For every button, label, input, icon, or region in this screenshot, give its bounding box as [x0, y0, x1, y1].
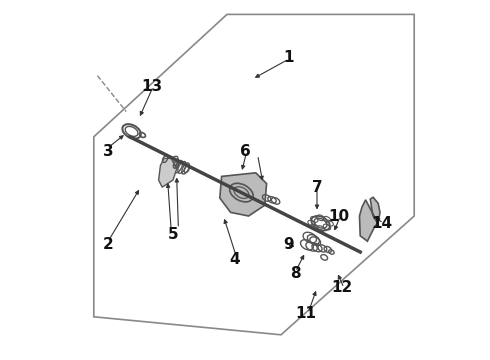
Text: 13: 13 [141, 79, 162, 94]
Text: 4: 4 [229, 252, 240, 267]
Text: 7: 7 [312, 180, 322, 195]
Text: 8: 8 [290, 266, 301, 281]
Text: 6: 6 [240, 144, 250, 159]
Polygon shape [360, 197, 380, 241]
Polygon shape [220, 173, 267, 216]
Text: 3: 3 [103, 144, 114, 159]
Text: 14: 14 [371, 216, 392, 231]
Text: 5: 5 [168, 226, 178, 242]
Text: 12: 12 [332, 280, 353, 296]
Text: 1: 1 [283, 50, 294, 65]
Text: 2: 2 [103, 237, 114, 252]
Text: 9: 9 [283, 237, 294, 252]
Polygon shape [159, 158, 176, 187]
Text: 10: 10 [328, 208, 349, 224]
Text: 11: 11 [295, 306, 317, 321]
